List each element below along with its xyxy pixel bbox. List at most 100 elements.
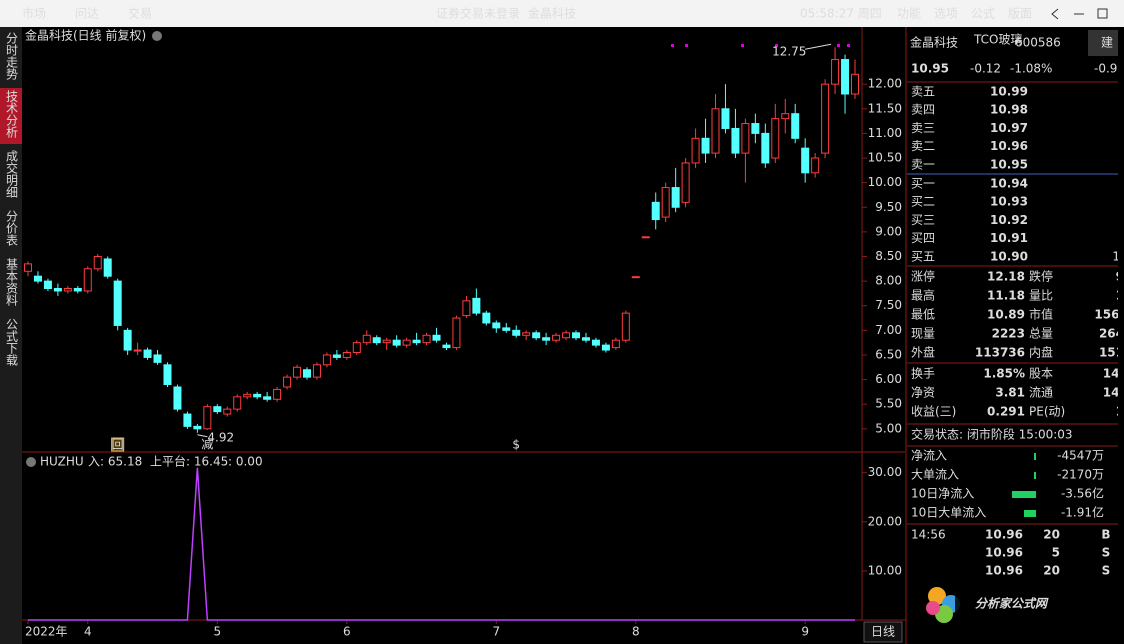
ask-price: 10.95 [990,157,1028,171]
trade-button-label[interactable]: 建 [1101,36,1113,50]
ask-label: 卖五 [911,85,935,99]
candle-body [681,162,690,203]
candle-body [322,354,331,366]
bid-label: 买五 [911,249,935,263]
stock-name: 金晶科技 [910,35,958,50]
candle-body [203,406,212,430]
side-tab[interactable]: 分价表 [5,210,19,246]
candle-body [522,332,531,336]
candle-body [283,376,292,388]
candle-body [711,108,720,154]
side-tab[interactable]: 公式下载 [5,318,19,367]
candle-body [731,127,740,154]
candle-body [173,386,182,410]
candle-body [591,339,600,346]
stat-value: 113736 [975,346,1025,360]
candle-body [721,108,730,129]
stat-label: 市值 [1029,307,1053,322]
bid-price: 10.90 [990,249,1028,263]
side-tab[interactable]: 分时走势 [5,32,19,80]
notice-stock: 金晶科技 [528,6,576,21]
stat-label: 股本 [1029,367,1053,381]
candle-body [751,123,760,134]
candle-body [33,275,42,282]
flow-value: -1.91亿 [1061,505,1104,520]
stat-value: 12.18 [987,270,1025,284]
flow-label: 净流入 [911,449,947,463]
menu-item[interactable]: 问达 [75,7,99,21]
candle-body [352,342,361,354]
flow-value: -4547万 [1057,449,1104,463]
ask-price: 10.98 [990,103,1028,117]
bid-price: 10.93 [990,195,1028,209]
candle-body [83,268,92,292]
title-icon[interactable] [152,31,162,41]
candle-body [581,337,590,341]
candle-body [601,344,610,351]
indicator-last: : 0.00 [228,455,263,469]
menu-item[interactable]: 公式 [971,7,995,21]
candle-body [661,187,670,218]
price: 10.95 [911,62,949,76]
stat-value: 264 [1099,327,1124,341]
candle-body [462,300,471,317]
candle-body [611,339,620,349]
candle-body [392,339,401,346]
menu-item[interactable]: 交易 [128,6,152,21]
flow-label: 10日净流入 [911,487,974,501]
side-value: -0.9 [1094,62,1117,76]
stat-value: 10.89 [987,308,1025,322]
y-tick-label: 10.00 [868,563,902,577]
side-tab[interactable]: 基本资料 [5,258,19,306]
candle-body [412,339,421,344]
ask-price: 10.97 [990,121,1028,135]
bid-price: 10.91 [990,231,1028,245]
candle-body [103,258,112,277]
x-tick-label: 7 [492,625,500,639]
tick-side: S [1102,564,1111,578]
candle-body [821,83,830,154]
bid-price: 10.94 [990,177,1028,191]
bid-volume: 1 [1112,249,1120,263]
candle-body [223,408,232,415]
candle-body [53,287,62,292]
candle-body [342,352,351,358]
stat-label: PE(动) [1029,405,1065,419]
y-tick-label: 7.50 [875,298,902,312]
menu-item[interactable]: 市场 [22,6,46,21]
candle-body [402,339,411,346]
candle-body [432,334,441,341]
y-tick-label: 8.50 [875,249,902,263]
side-tab[interactable]: 技术分析 [5,90,19,139]
trade-button[interactable] [1088,30,1118,56]
candle-body [133,349,142,352]
stat-value: 3.81 [995,386,1025,400]
window-controls[interactable] [1051,8,1108,20]
tick-price: 10.96 [985,564,1023,578]
side-tab[interactable]: 成交明细 [5,150,19,198]
stat-value: 14. [1103,386,1124,400]
signal: 减 [201,438,213,452]
menu-item[interactable]: 版面 [1008,7,1032,21]
indicator-icon[interactable] [26,457,36,467]
stat-value: 11.18 [987,289,1025,303]
candle-body [113,280,122,326]
tick-side: B [1101,528,1110,542]
menu-item[interactable]: 功能 [897,7,921,21]
candle-body [512,329,521,336]
y-tick-label: 11.00 [868,126,902,140]
period-box[interactable] [863,621,903,643]
logo [926,587,960,623]
flow-value: -3.56亿 [1061,486,1104,501]
candle-body [482,312,491,324]
stat-label: 内盘 [1029,345,1053,360]
stat-value: 151 [1099,346,1124,360]
menu-item[interactable]: 选项 [934,7,958,21]
stat-value: 156. [1094,308,1124,322]
candle-body [263,396,272,400]
indicator-platform: 上平台: 16.45 [150,454,228,469]
candle-body [312,364,321,378]
candle-body [243,393,252,398]
candle-body [302,369,311,378]
